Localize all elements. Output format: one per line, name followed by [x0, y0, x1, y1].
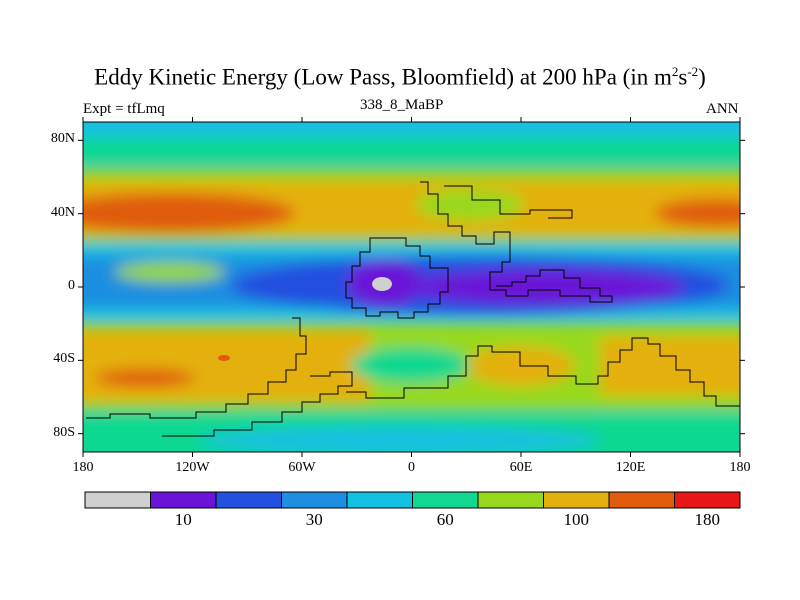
colorbar-label: 30 [305, 510, 323, 529]
colorbar-box [215, 491, 282, 509]
minimum-grey-patch [372, 277, 392, 291]
chart-title: Eddy Kinetic Energy (Low Pass, Bloomfiel… [94, 64, 706, 90]
colorbar-box [281, 491, 348, 509]
x-tick-label: 60W [288, 460, 316, 475]
experiment-label: Expt = tfLmq [83, 101, 165, 117]
colorbar-box [674, 491, 741, 509]
asia-outline [420, 181, 613, 303]
x-tick-label: 60E [509, 460, 533, 475]
y-tick-label: 40S [53, 351, 75, 367]
antarctic-cyan [200, 426, 600, 452]
colorbar [84, 491, 741, 509]
colorbar-label: 180 [694, 510, 721, 529]
arctic-band [83, 122, 740, 140]
x-tick-label: 180 [729, 460, 751, 475]
south-atlantic-green [350, 347, 470, 383]
colorbar-box [150, 491, 217, 509]
africa-outline [345, 237, 449, 319]
small-orange-patch [218, 355, 230, 361]
x-tick-label: 0 [408, 460, 415, 475]
colorbar-box [543, 491, 610, 509]
run-id-label: 338_8_MaBP [360, 97, 444, 113]
atlantic-jet-core [83, 193, 295, 233]
tropical-green-patch [115, 262, 225, 282]
south-jet-core [95, 369, 195, 387]
colorbar-label: 60 [436, 510, 454, 529]
y-tick-label: 0 [68, 278, 75, 293]
colorbar-box [477, 491, 544, 509]
eurasia-north-outline [444, 185, 573, 219]
x-tick-label: 180 [72, 460, 94, 475]
southern-coast-outline [162, 371, 353, 437]
y-tick-label: 80N [50, 131, 75, 147]
south-america-outline [86, 317, 307, 419]
colorbar-label: 100 [563, 510, 590, 529]
colorbar-box [84, 491, 151, 509]
asia-green-patch [415, 189, 525, 221]
season-label: ANN [706, 101, 739, 117]
antarctic-outline [346, 337, 740, 407]
continent-outlines [86, 181, 740, 437]
colorbar-label: 10 [174, 510, 192, 529]
x-tick-label: 120W [175, 460, 210, 475]
y-tick-label: 40N [50, 204, 75, 220]
colorbar-box [346, 491, 413, 509]
pacific-jet-core [655, 199, 740, 227]
x-tick-label: 120E [615, 460, 646, 475]
indian-purple [405, 269, 685, 305]
south-jet-yellow-east [600, 336, 740, 396]
north-band-green [83, 138, 740, 164]
colorbar-box [608, 491, 675, 509]
south-jet-yellow-west [83, 330, 370, 402]
y-tick-label: 80S [53, 424, 75, 440]
colorbar-box [412, 491, 479, 509]
axis-ticks [78, 117, 745, 457]
